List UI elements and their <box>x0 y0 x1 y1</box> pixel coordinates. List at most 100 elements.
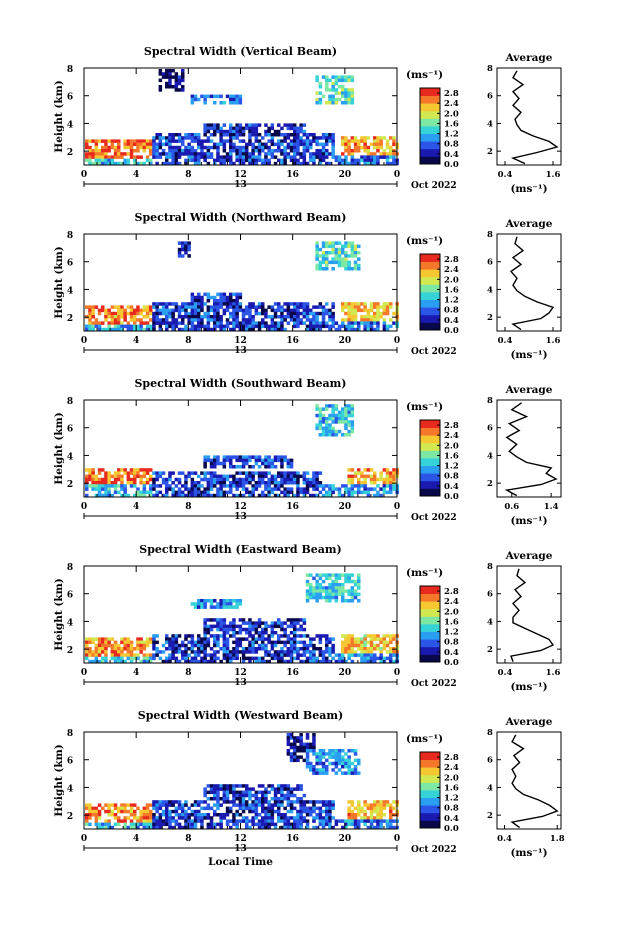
heatmap-cell <box>168 474 172 479</box>
heatmap-cell <box>225 477 230 482</box>
heatmap-cell <box>385 158 390 163</box>
heatmap-cell <box>350 647 355 651</box>
heatmap-cell <box>315 244 319 249</box>
heatmap-cell <box>347 75 351 79</box>
heatmap-cell <box>203 145 207 150</box>
heatmap-cell <box>315 816 319 820</box>
heatmap-cell <box>229 487 233 491</box>
heatmap-cell <box>347 420 351 424</box>
heatmap-cell <box>267 487 271 491</box>
heatmap-cell <box>145 481 150 485</box>
heatmap-cell <box>357 573 361 577</box>
heatmap-cell <box>385 308 390 313</box>
heatmap-cell <box>331 315 335 319</box>
heatmap-cell <box>129 149 134 153</box>
heatmap-cell <box>334 592 339 597</box>
heatmap-cell <box>363 490 367 495</box>
heatmap-cells <box>85 241 399 332</box>
heatmap-cell <box>312 803 316 807</box>
heatmap-cell <box>181 72 185 76</box>
heatmap-cell <box>107 145 111 150</box>
heatmap-cell <box>267 461 271 466</box>
heatmap-cell <box>177 254 182 258</box>
heatmap-cell <box>273 787 278 791</box>
heatmap-cell <box>363 809 367 814</box>
colorbar-swatch <box>420 103 440 112</box>
heatmap-cell <box>97 653 102 657</box>
heatmap-cell <box>270 136 275 140</box>
heatmap-cell <box>283 481 287 485</box>
heatmap-cell <box>142 471 147 475</box>
heatmap-cell <box>120 484 124 488</box>
heatmap-cell <box>213 315 217 319</box>
heatmap-cell <box>181 152 185 156</box>
colorbar-swatch <box>420 639 440 648</box>
heatmap-cell <box>190 490 195 495</box>
heatmap-cell <box>133 318 137 322</box>
heatmap-cell <box>350 634 355 638</box>
heatmap-cell <box>341 308 345 313</box>
heatmap-cell <box>229 490 233 495</box>
heatmap-cell <box>347 94 351 99</box>
heatmap-cell <box>126 142 131 147</box>
heatmap-cell <box>235 797 239 801</box>
heatmap-cell <box>241 126 246 131</box>
heatmap-cell <box>357 819 361 823</box>
heatmap-cell <box>241 653 246 657</box>
heatmap-cell <box>389 490 393 495</box>
heatmap-cell <box>296 308 300 313</box>
heatmap-cell <box>181 806 185 811</box>
heatmap-cell <box>136 825 140 830</box>
heatmap-cell <box>245 806 249 811</box>
heatmap-cell <box>328 816 332 820</box>
heatmap-cell <box>321 822 326 827</box>
heatmap-cell <box>337 429 342 434</box>
heatmap-cell <box>206 659 211 664</box>
heatmap-cell <box>353 308 358 313</box>
heatmap-cell <box>152 471 156 475</box>
heatmap-cell <box>331 749 335 753</box>
heatmap-cell <box>235 653 239 657</box>
heatmap-cell <box>235 97 239 102</box>
heatmap-cell <box>152 653 156 657</box>
heatmap-cell <box>174 324 179 329</box>
heatmap-cell <box>245 627 249 632</box>
heatmap-cell <box>251 634 255 638</box>
heatmap-cell <box>232 800 236 804</box>
heatmap-cell <box>117 474 121 479</box>
heatmap-cell <box>245 816 249 820</box>
heatmap-cell <box>273 308 278 313</box>
heatmap-cell <box>181 69 185 73</box>
heatmap-cell <box>283 793 287 798</box>
colorbar-tick-label: 0.8 <box>444 306 459 316</box>
heatmap-cell <box>353 327 358 332</box>
heatmap-cell <box>344 324 348 329</box>
heatmap-cell <box>142 822 147 827</box>
heatmap-cell <box>373 158 377 163</box>
heatmap-cell <box>213 158 217 163</box>
heatmap-cell <box>392 650 396 654</box>
heatmap-cell <box>270 813 275 817</box>
heatmap-cell <box>337 410 342 415</box>
heatmap-cell <box>264 481 268 485</box>
heatmap-cell <box>219 292 223 297</box>
heatmap-cell <box>206 155 211 159</box>
heatmap-cell <box>261 793 265 798</box>
panel-southward: Spectral Width (Southward Beam)2468Heigh… <box>53 377 562 527</box>
heatmap-cell <box>321 260 326 265</box>
heatmap-cell <box>286 733 291 737</box>
heatmap-cell <box>155 308 159 313</box>
colorbar-swatch <box>420 646 440 655</box>
heatmap-cell <box>216 308 220 313</box>
heatmap-cell <box>309 139 313 143</box>
heatmap-cell <box>312 736 316 740</box>
heatmap-cell <box>315 474 319 479</box>
heatmap-cell <box>248 659 252 664</box>
heatmap-cell <box>94 158 99 163</box>
heatmap-cell <box>353 474 358 479</box>
heatmap-cell <box>235 822 239 827</box>
heatmap-cell <box>350 97 355 102</box>
colorbar-swatch <box>420 427 440 436</box>
heatmap-cell <box>264 474 268 479</box>
heatmap-cell <box>145 315 150 319</box>
